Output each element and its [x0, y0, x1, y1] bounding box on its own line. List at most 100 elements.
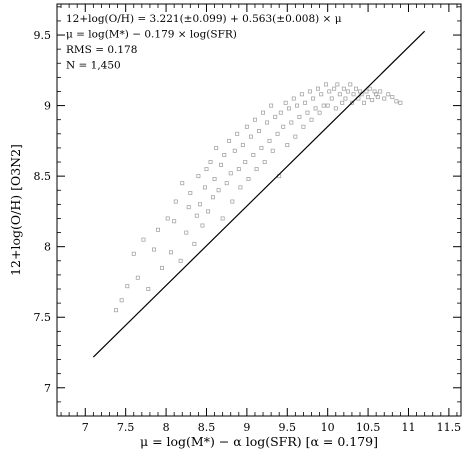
- scatter-point: [354, 86, 358, 91]
- scatter-point: [273, 114, 278, 119]
- annotation-line: RMS = 0.178: [66, 44, 137, 56]
- scatter-point: [299, 92, 304, 97]
- scatter-point: [316, 86, 320, 91]
- scatter-point: [293, 134, 298, 139]
- scatter-point: [362, 100, 366, 105]
- scatter-point: [173, 199, 178, 204]
- scatter-point: [291, 96, 296, 101]
- scatter-point: [172, 219, 177, 224]
- scatter-point: [345, 89, 350, 94]
- scatter-point: [135, 275, 140, 280]
- scatter-point: [313, 106, 318, 111]
- y-tick-label: 9.5: [34, 29, 52, 42]
- scatter-point: [232, 148, 237, 153]
- scatter-point: [333, 106, 338, 111]
- scatter-point: [219, 162, 223, 167]
- x-axis-title: μ = log(M*) − α log(SFR) [α = 0.179]: [140, 434, 378, 449]
- scatter-point: [180, 181, 185, 186]
- scatter-point: [301, 124, 306, 129]
- scatter-point: [262, 160, 267, 164]
- scatter-point: [325, 103, 330, 108]
- scatter-point: [270, 148, 275, 153]
- scatter-point: [311, 96, 316, 101]
- scatter-point: [204, 167, 209, 172]
- x-tick-label: 9.5: [279, 421, 297, 434]
- y-tick-label: 7: [44, 382, 51, 395]
- fit-layer: [92, 30, 426, 358]
- x-tick-label: 11.5: [437, 421, 462, 434]
- x-tick-label: 8: [163, 421, 170, 434]
- scatter-point: [351, 92, 356, 97]
- scatter-point: [259, 145, 264, 150]
- scatter-point: [178, 258, 183, 263]
- scatter-point: [244, 124, 249, 129]
- scatter-point: [184, 230, 189, 235]
- plot-frame: [56, 3, 462, 417]
- scatter-point: [297, 114, 302, 119]
- scatter-point: [329, 96, 334, 101]
- x-tick-label: 8.5: [198, 421, 216, 434]
- scatter-point: [265, 120, 270, 125]
- scatter-point: [220, 216, 225, 221]
- scatter-point: [131, 251, 136, 256]
- scatter-point: [227, 138, 232, 143]
- scatter-point: [248, 134, 253, 139]
- scatter-point: [119, 298, 124, 303]
- scatter-point: [349, 100, 354, 105]
- scatter-point: [307, 89, 312, 94]
- scatter-point: [283, 100, 288, 105]
- scatter-point: [202, 185, 207, 190]
- scatter-point: [146, 287, 151, 291]
- scatter-point: [305, 110, 310, 115]
- scatter-point: [240, 143, 245, 148]
- y-tick-label: 8: [44, 241, 51, 254]
- scatter-point: [348, 82, 353, 87]
- scatter-point: [275, 131, 280, 136]
- scatter-point: [186, 205, 191, 210]
- scatter-point: [343, 96, 348, 101]
- scatter-point: [222, 153, 227, 157]
- y-tick-label: 8.5: [34, 170, 52, 183]
- scatter-point: [303, 100, 308, 105]
- scatter-point: [208, 160, 213, 164]
- scatter-point: [295, 103, 299, 108]
- scatter-point: [251, 153, 256, 157]
- scatter-point: [200, 223, 205, 228]
- scatter-point: [224, 181, 229, 186]
- scatter-point: [366, 95, 371, 100]
- x-tick-label: 11: [401, 421, 415, 434]
- x-tick-label: 10.5: [356, 421, 381, 434]
- scatter-point: [125, 284, 130, 289]
- scatter-point: [370, 97, 375, 102]
- scatter-point: [335, 82, 340, 87]
- scatter-point: [278, 110, 283, 115]
- x-tick-label: 9: [243, 421, 250, 434]
- scatter-point: [337, 92, 342, 97]
- annotation-box: 12+log(O/H) = 3.221(±0.099) + 0.563(±0.0…: [66, 13, 342, 72]
- scatter-point: [238, 185, 243, 190]
- scatter-point: [317, 110, 322, 115]
- scatter-point: [253, 117, 257, 122]
- scatter-point: [188, 191, 193, 196]
- scatter-point: [246, 177, 251, 181]
- scatter-point: [269, 103, 274, 108]
- scatter-point: [324, 82, 329, 87]
- scatter-point: [156, 227, 160, 232]
- scatter-point: [254, 167, 259, 172]
- scatter-point: [332, 86, 337, 91]
- scatter-point: [398, 100, 403, 105]
- scatter-point: [394, 99, 399, 104]
- scatter-point: [267, 138, 272, 143]
- scatter-point: [198, 202, 202, 207]
- scatter-point: [196, 174, 201, 179]
- scatter-point: [375, 95, 380, 100]
- scatter-point: [327, 89, 332, 94]
- scatter-point: [286, 106, 291, 111]
- y-tick-label: 7.5: [34, 311, 52, 324]
- scatter-point: [367, 86, 372, 91]
- scatter-point: [386, 92, 391, 97]
- annotation-line: μ = log(M*) − 0.179 × log(SFR): [66, 29, 237, 41]
- scatter-point: [210, 195, 215, 200]
